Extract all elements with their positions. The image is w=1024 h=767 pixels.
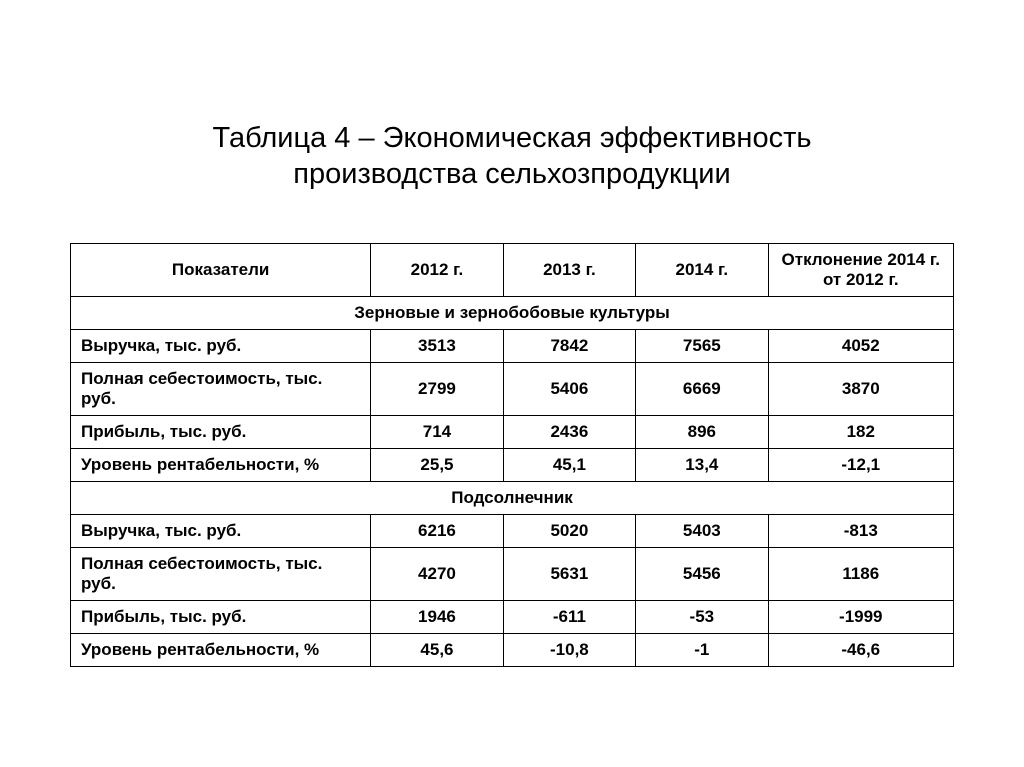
efficiency-table: Показатели 2012 г. 2013 г. 2014 г. Откло… [70, 243, 954, 668]
table-row: Прибыль, тыс. руб. 714 2436 896 182 [71, 416, 954, 449]
deviation-line-2: от 2012 г. [823, 270, 899, 289]
row-label: Уровень рентабельности, % [71, 634, 371, 667]
col-deviation: Отклонение 2014 г. от 2012 г. [768, 243, 953, 297]
cell-2012: 4270 [371, 548, 503, 601]
table-row: Прибыль, тыс. руб. 1946 -611 -53 -1999 [71, 601, 954, 634]
cell-2013: 5020 [503, 515, 635, 548]
cell-2014: 7565 [636, 330, 768, 363]
cell-2012: 45,6 [371, 634, 503, 667]
deviation-line-1: Отклонение 2014 г. [782, 250, 941, 269]
cell-2014: 5403 [636, 515, 768, 548]
col-2014: 2014 г. [636, 243, 768, 297]
cell-dev: -1999 [768, 601, 953, 634]
cell-dev: 1186 [768, 548, 953, 601]
table-row: Выручка, тыс. руб. 6216 5020 5403 -813 [71, 515, 954, 548]
cell-2012: 2799 [371, 363, 503, 416]
title-line-1: Таблица 4 – Экономическая эффективность [213, 122, 812, 154]
title-line-2: производства сельхозпродукции [293, 158, 730, 190]
cell-2012: 714 [371, 416, 503, 449]
cell-2013: -611 [503, 601, 635, 634]
cell-dev: 3870 [768, 363, 953, 416]
cell-2014: -53 [636, 601, 768, 634]
table-row: Выручка, тыс. руб. 3513 7842 7565 4052 [71, 330, 954, 363]
section-heading-row: Подсолнечник [71, 482, 954, 515]
cell-dev: -12,1 [768, 449, 953, 482]
row-label: Выручка, тыс. руб. [71, 515, 371, 548]
section-heading: Зерновые и зернобобовые культуры [71, 297, 954, 330]
table-header-row: Показатели 2012 г. 2013 г. 2014 г. Откло… [71, 243, 954, 297]
cell-2012: 6216 [371, 515, 503, 548]
table-row: Полная себестоимость, тыс. руб. 2799 540… [71, 363, 954, 416]
table-row: Полная себестоимость, тыс. руб. 4270 563… [71, 548, 954, 601]
col-2012: 2012 г. [371, 243, 503, 297]
page-title: Таблица 4 – Экономическая эффективность … [70, 120, 954, 193]
cell-2013: 5406 [503, 363, 635, 416]
section-heading-row: Зерновые и зернобобовые культуры [71, 297, 954, 330]
cell-2013: 2436 [503, 416, 635, 449]
row-label: Полная себестоимость, тыс. руб. [71, 548, 371, 601]
table-row: Уровень рентабельности, % 45,6 -10,8 -1 … [71, 634, 954, 667]
row-label: Прибыль, тыс. руб. [71, 601, 371, 634]
cell-2013: 5631 [503, 548, 635, 601]
cell-dev: -813 [768, 515, 953, 548]
col-indicator: Показатели [71, 243, 371, 297]
table-row: Уровень рентабельности, % 25,5 45,1 13,4… [71, 449, 954, 482]
cell-dev: 182 [768, 416, 953, 449]
cell-2012: 1946 [371, 601, 503, 634]
cell-2014: 13,4 [636, 449, 768, 482]
cell-2012: 25,5 [371, 449, 503, 482]
col-2013: 2013 г. [503, 243, 635, 297]
cell-2014: -1 [636, 634, 768, 667]
row-label: Прибыль, тыс. руб. [71, 416, 371, 449]
cell-2012: 3513 [371, 330, 503, 363]
cell-2013: -10,8 [503, 634, 635, 667]
section-heading: Подсолнечник [71, 482, 954, 515]
row-label: Выручка, тыс. руб. [71, 330, 371, 363]
cell-dev: 4052 [768, 330, 953, 363]
cell-2014: 5456 [636, 548, 768, 601]
cell-dev: -46,6 [768, 634, 953, 667]
row-label: Полная себестоимость, тыс. руб. [71, 363, 371, 416]
cell-2014: 896 [636, 416, 768, 449]
row-label: Уровень рентабельности, % [71, 449, 371, 482]
cell-2013: 45,1 [503, 449, 635, 482]
cell-2014: 6669 [636, 363, 768, 416]
cell-2013: 7842 [503, 330, 635, 363]
